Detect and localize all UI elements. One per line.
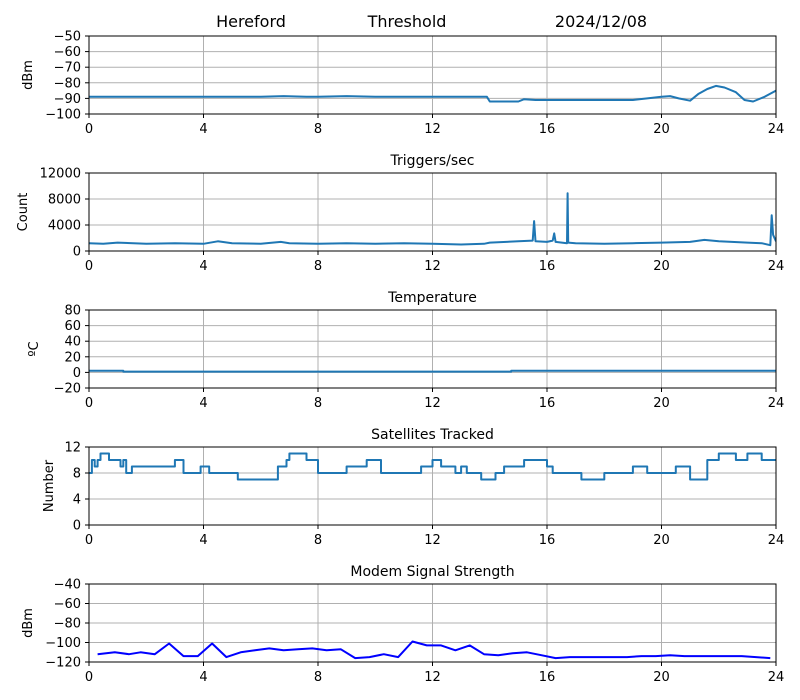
- y-axis-label: ºC: [27, 341, 42, 356]
- y-tick-label: −80: [54, 617, 81, 632]
- x-tick-label: 4: [199, 396, 207, 411]
- x-tick-label: 4: [199, 259, 207, 274]
- x-tick-label: 8: [314, 122, 322, 137]
- chart-title: Modem Signal Strength: [350, 564, 514, 580]
- x-tick-label: 16: [539, 396, 556, 411]
- y-tick-label: 0: [73, 245, 81, 260]
- y-tick-label: −100: [45, 636, 81, 651]
- y-tick-label: 8: [73, 467, 81, 482]
- x-tick-label: 0: [85, 259, 93, 274]
- x-tick-label: 12: [424, 396, 441, 411]
- x-tick-label: 24: [768, 533, 785, 548]
- panel-triggers: 0 4 8 12 16 20 24 0 4000 8000 12000 Triggers/sec Cou…: [16, 153, 784, 274]
- x-tick-label: 20: [653, 259, 670, 274]
- x-tick-label: 12: [424, 670, 441, 685]
- y-tick-label: 40: [64, 335, 81, 350]
- y-tick-label: −90: [54, 92, 81, 107]
- y-tick-label: 12000: [40, 167, 81, 182]
- x-tick-label: 4: [199, 670, 207, 685]
- y-axis-label: Count: [16, 193, 31, 232]
- x-tick-label: 20: [653, 396, 670, 411]
- y-tick-label: −40: [54, 578, 81, 593]
- x-tick-label: 24: [768, 259, 785, 274]
- y-tick-label: −20: [54, 382, 81, 397]
- x-tick-label: 8: [314, 396, 322, 411]
- x-tick-label: 12: [424, 122, 441, 137]
- x-tick-label: 8: [314, 533, 322, 548]
- x-tick-label: 4: [199, 533, 207, 548]
- x-tick-label: 24: [768, 670, 785, 685]
- series-line-satellites: [89, 452, 776, 481]
- x-tick-label: 8: [314, 670, 322, 685]
- header-station: Hereford: [216, 12, 286, 31]
- x-tick-label: 20: [653, 670, 670, 685]
- y-tick-label: 8000: [48, 193, 81, 208]
- y-tick-label: 4000: [48, 219, 81, 234]
- x-tick-label: 12: [424, 259, 441, 274]
- header: Hereford Threshold 2024/12/08: [216, 12, 647, 31]
- panel-satellites: 0 4 8 12 16 20 24 0 4 8 12 Satellites Tracked Number: [42, 427, 784, 548]
- y-tick-label: 0: [73, 366, 81, 381]
- y-axis-label: Number: [42, 459, 57, 512]
- series-line-modem: [97, 640, 771, 660]
- y-tick-label: −60: [54, 45, 81, 60]
- y-axis-label: dBm: [21, 60, 36, 90]
- x-tick-label: 4: [199, 122, 207, 137]
- y-tick-label: 80: [64, 304, 81, 319]
- x-tick-label: 16: [539, 122, 556, 137]
- x-tick-label: 20: [653, 533, 670, 548]
- y-tick-label: −80: [54, 76, 81, 91]
- x-tick-label: 20: [653, 122, 670, 137]
- y-tick-label: 12: [64, 441, 81, 456]
- y-tick-label: −120: [45, 656, 81, 671]
- panel-threshold: 0 4 8 12 16 20 24 −100−90−80−70−60−50 dBm: [21, 30, 784, 138]
- header-label: Threshold: [367, 12, 447, 31]
- panel-modem: 0 4 8 12 16 20 24 −120 −100 −80 −60 −40 Modem Signal…: [21, 564, 784, 685]
- y-tick-label: 20: [64, 350, 81, 365]
- x-tick-label: 0: [85, 122, 93, 137]
- x-tick-label: 12: [424, 533, 441, 548]
- x-tick-label: 24: [768, 396, 785, 411]
- x-tick-label: 16: [539, 259, 556, 274]
- x-tick-label: 0: [85, 670, 93, 685]
- x-tick-label: 16: [539, 533, 556, 548]
- y-tick-label: 60: [64, 319, 81, 334]
- x-tick-label: 8: [314, 259, 322, 274]
- x-tick-label: 16: [539, 670, 556, 685]
- series-line-temperature: [89, 369, 776, 373]
- series-line-triggers: [89, 192, 776, 247]
- chart-title: Satellites Tracked: [371, 427, 494, 443]
- chart-title: Triggers/sec: [390, 153, 475, 169]
- y-tick-label: 4: [73, 493, 81, 508]
- x-tick-label: 0: [85, 396, 93, 411]
- y-axis-label: dBm: [21, 608, 36, 638]
- chart-title: Temperature: [387, 290, 477, 306]
- x-tick-label: 0: [85, 533, 93, 548]
- header-date: 2024/12/08: [555, 12, 647, 31]
- y-tick-label: −100: [45, 108, 81, 123]
- y-tick-label: −70: [54, 61, 81, 76]
- y-tick-label: −60: [54, 597, 81, 612]
- y-tick-label: 0: [73, 519, 81, 534]
- x-tick-label: 24: [768, 122, 785, 137]
- y-tick-label: −50: [54, 30, 81, 45]
- series-line-threshold: [89, 84, 776, 103]
